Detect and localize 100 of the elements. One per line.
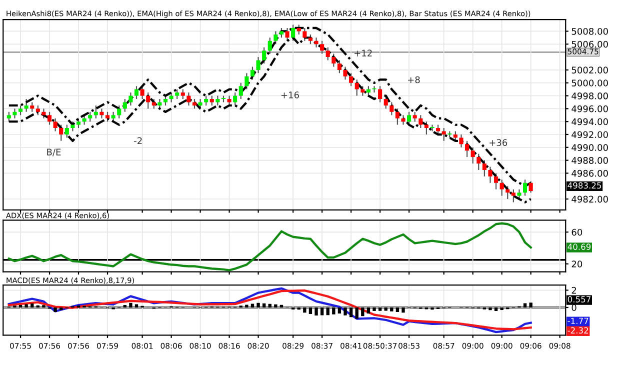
candlestick xyxy=(82,114,86,126)
candlestick xyxy=(250,66,255,80)
candlestick xyxy=(36,104,40,116)
candlestick xyxy=(337,60,342,74)
candlestick xyxy=(42,108,46,119)
candlestick xyxy=(18,104,23,116)
candlestick xyxy=(314,37,318,48)
candlestick xyxy=(412,111,417,122)
candlestick xyxy=(470,146,475,164)
candlestick xyxy=(163,95,168,106)
y-tick-label: 5008.00 xyxy=(572,28,608,35)
candlestick xyxy=(372,86,376,94)
candlestick xyxy=(459,134,464,148)
y-tick-label: 4996.00 xyxy=(572,105,608,112)
candlestick xyxy=(528,180,533,194)
annotation: +16 xyxy=(281,92,299,98)
y-tick-label: 5006.00 xyxy=(572,40,608,48)
candlestick xyxy=(53,118,58,132)
candlestick xyxy=(430,124,434,132)
annotation: +36 xyxy=(490,139,508,146)
y-tick-label: 4994.00 xyxy=(572,118,608,126)
y-tick-label: 4986.00 xyxy=(572,170,608,177)
y-tick-label: 4982.00 xyxy=(572,196,608,203)
candlestick xyxy=(30,102,34,112)
candlestick xyxy=(488,166,492,184)
candlestick xyxy=(227,95,232,106)
candlestick xyxy=(354,79,359,96)
candlestick xyxy=(210,95,214,106)
candlestick xyxy=(343,66,348,80)
candlestick xyxy=(511,188,516,203)
candlestick xyxy=(279,27,284,38)
candlestick xyxy=(238,82,243,100)
candlestick xyxy=(59,124,64,142)
candlestick xyxy=(523,179,528,196)
candlestick xyxy=(453,130,458,142)
annotation: +8 xyxy=(408,76,420,84)
y-tick-label: 60 xyxy=(572,228,582,236)
candlestick xyxy=(158,98,162,110)
candlestick xyxy=(198,98,202,110)
candlestick xyxy=(186,92,191,106)
y-tick-label: 4990.00 xyxy=(572,144,608,151)
candlestick xyxy=(465,140,470,158)
candlestick xyxy=(117,104,122,119)
candlestick xyxy=(70,121,75,132)
candlestick xyxy=(296,24,301,36)
candlestick xyxy=(146,92,150,110)
candlestick xyxy=(482,160,486,177)
candlestick xyxy=(395,108,400,126)
candlestick xyxy=(326,46,330,61)
candlestick xyxy=(6,111,11,122)
candlestick xyxy=(134,86,139,100)
candlestick xyxy=(180,88,185,100)
candlestick xyxy=(216,95,220,106)
text: -1.77 xyxy=(568,318,588,324)
candlestick xyxy=(111,111,116,122)
candlestick xyxy=(436,124,440,136)
candlestick xyxy=(390,102,394,116)
text: -2.32 xyxy=(568,327,588,334)
candlestick xyxy=(268,37,272,54)
candlestick xyxy=(175,88,180,100)
annotation: -2 xyxy=(134,137,142,144)
text: 40.69 xyxy=(568,244,591,250)
candlestick xyxy=(424,121,428,136)
y-tick-label: 20 xyxy=(572,260,582,268)
candlestick xyxy=(169,92,174,103)
candlestick xyxy=(24,98,28,112)
candlestick xyxy=(47,111,52,126)
candlestick xyxy=(302,27,307,42)
candlestick xyxy=(140,86,144,100)
y-tick-label: 0 xyxy=(572,304,576,312)
candlestick xyxy=(366,86,370,96)
candlestick xyxy=(94,104,98,119)
candlestick xyxy=(262,46,266,64)
candlestick xyxy=(418,114,423,129)
candlestick xyxy=(128,92,133,106)
candlestick xyxy=(105,111,110,122)
candlestick xyxy=(407,111,412,126)
y-tick-label: 2 xyxy=(572,286,576,294)
candlestick xyxy=(274,30,278,45)
annotation: +12 xyxy=(354,50,372,56)
candlestick xyxy=(233,92,238,106)
candlestick xyxy=(88,111,92,122)
candlestick xyxy=(442,127,446,142)
candlestick xyxy=(64,124,69,138)
y-tick-label: 4992.00 xyxy=(572,131,608,138)
candlestick xyxy=(332,53,336,68)
line-series xyxy=(8,222,532,272)
candlestick xyxy=(506,186,510,200)
y-tick-label: 5002.00 xyxy=(572,66,608,74)
candlestick xyxy=(100,108,104,119)
annotation: B/E xyxy=(47,148,61,156)
candlestick xyxy=(517,188,522,200)
candlestick xyxy=(244,72,249,90)
candlestick xyxy=(192,98,197,110)
candlestick xyxy=(76,118,81,129)
text: 0.557 xyxy=(568,296,590,302)
candlestick xyxy=(476,153,481,171)
candlestick xyxy=(285,27,290,42)
candlestick xyxy=(360,86,365,96)
candlestick xyxy=(291,24,296,42)
